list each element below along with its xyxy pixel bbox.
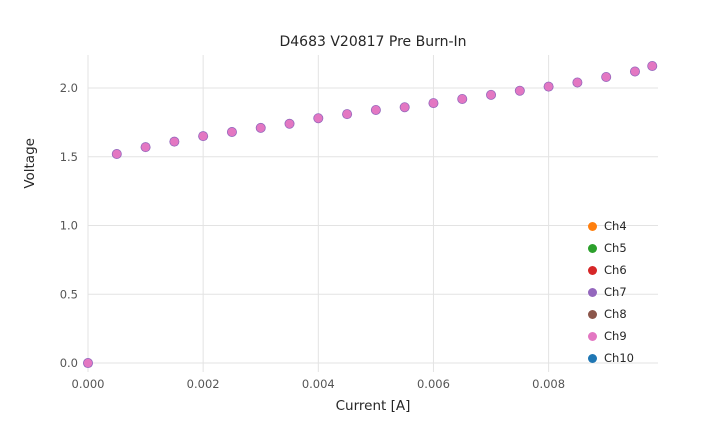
legend-swatch-ch6 xyxy=(588,265,597,275)
legend-item-ch8: Ch8 xyxy=(588,306,634,322)
y-tick-label: 2.0 xyxy=(60,81,78,95)
data-point-Ch9 xyxy=(648,61,657,71)
data-point-Ch9 xyxy=(256,123,265,133)
data-point-Ch9 xyxy=(458,94,467,104)
legend-swatch-ch8 xyxy=(588,309,597,319)
legend-item-ch10: Ch10 xyxy=(588,350,634,366)
series-Ch10 xyxy=(83,61,657,368)
legend-label-ch8: Ch8 xyxy=(604,307,627,321)
data-point-Ch9 xyxy=(601,72,611,82)
data-point-Ch9 xyxy=(630,67,640,76)
data-point-Ch9 xyxy=(198,131,208,141)
legend-item-ch5: Ch5 xyxy=(588,240,634,256)
data-point-Ch9 xyxy=(112,149,121,159)
legend-swatch-ch7 xyxy=(588,287,597,297)
x-tick-label: 0.006 xyxy=(417,377,450,391)
data-point-Ch9 xyxy=(371,105,381,115)
data-point-Ch9 xyxy=(314,114,323,123)
data-point-Ch9 xyxy=(170,137,179,146)
series-Ch6 xyxy=(83,61,657,368)
series-Ch7 xyxy=(83,61,658,369)
legend-item-ch6: Ch6 xyxy=(588,262,634,278)
data-point-Ch9 xyxy=(486,90,496,100)
data-point-Ch9 xyxy=(515,86,525,95)
y-tick-label: 0.0 xyxy=(60,356,78,370)
x-tick-label: 0.000 xyxy=(72,377,105,391)
data-point-Ch9 xyxy=(83,358,93,368)
legend-swatch-ch5 xyxy=(588,243,597,253)
y-tick-label: 0.5 xyxy=(60,287,78,301)
legend-label-ch4: Ch4 xyxy=(604,219,627,233)
legend: Ch4 Ch5 Ch6 Ch7 Ch8 Ch9 Ch10 xyxy=(588,218,634,366)
data-point-Ch9 xyxy=(573,78,582,87)
y-tick-label: 1.5 xyxy=(60,150,78,164)
x-tick-label: 0.002 xyxy=(187,377,220,391)
y-tick-label: 1.0 xyxy=(60,219,78,233)
series-Ch9 xyxy=(83,61,657,368)
data-point-Ch9 xyxy=(429,98,438,108)
legend-swatch-ch9 xyxy=(588,331,597,341)
series-Ch5 xyxy=(83,61,657,368)
data-point-Ch9 xyxy=(544,82,553,91)
series-Ch8 xyxy=(83,61,657,368)
legend-label-ch7: Ch7 xyxy=(604,285,627,299)
legend-label-ch10: Ch10 xyxy=(604,351,634,365)
data-point-Ch9 xyxy=(141,142,150,152)
legend-item-ch4: Ch4 xyxy=(588,218,634,234)
legend-item-ch7: Ch7 xyxy=(588,284,634,300)
data-point-Ch9 xyxy=(400,103,409,112)
x-tick-label: 0.008 xyxy=(532,377,565,391)
data-point-Ch9 xyxy=(342,109,352,119)
legend-label-ch5: Ch5 xyxy=(604,241,627,255)
legend-swatch-ch10 xyxy=(588,353,597,363)
series-Ch4 xyxy=(83,61,657,368)
chart-title: D4683 V20817 Pre Burn-In xyxy=(279,34,467,50)
data-point-Ch9 xyxy=(227,127,237,137)
y-axis-label: Voltage xyxy=(22,138,38,189)
x-tick-label: 0.004 xyxy=(302,377,335,391)
legend-item-ch9: Ch9 xyxy=(588,328,634,344)
legend-label-ch9: Ch9 xyxy=(604,329,627,343)
legend-label-ch6: Ch6 xyxy=(604,263,627,277)
x-axis-label: Current [A] xyxy=(335,398,411,414)
legend-swatch-ch4 xyxy=(588,221,597,231)
data-point-Ch9 xyxy=(285,119,294,128)
